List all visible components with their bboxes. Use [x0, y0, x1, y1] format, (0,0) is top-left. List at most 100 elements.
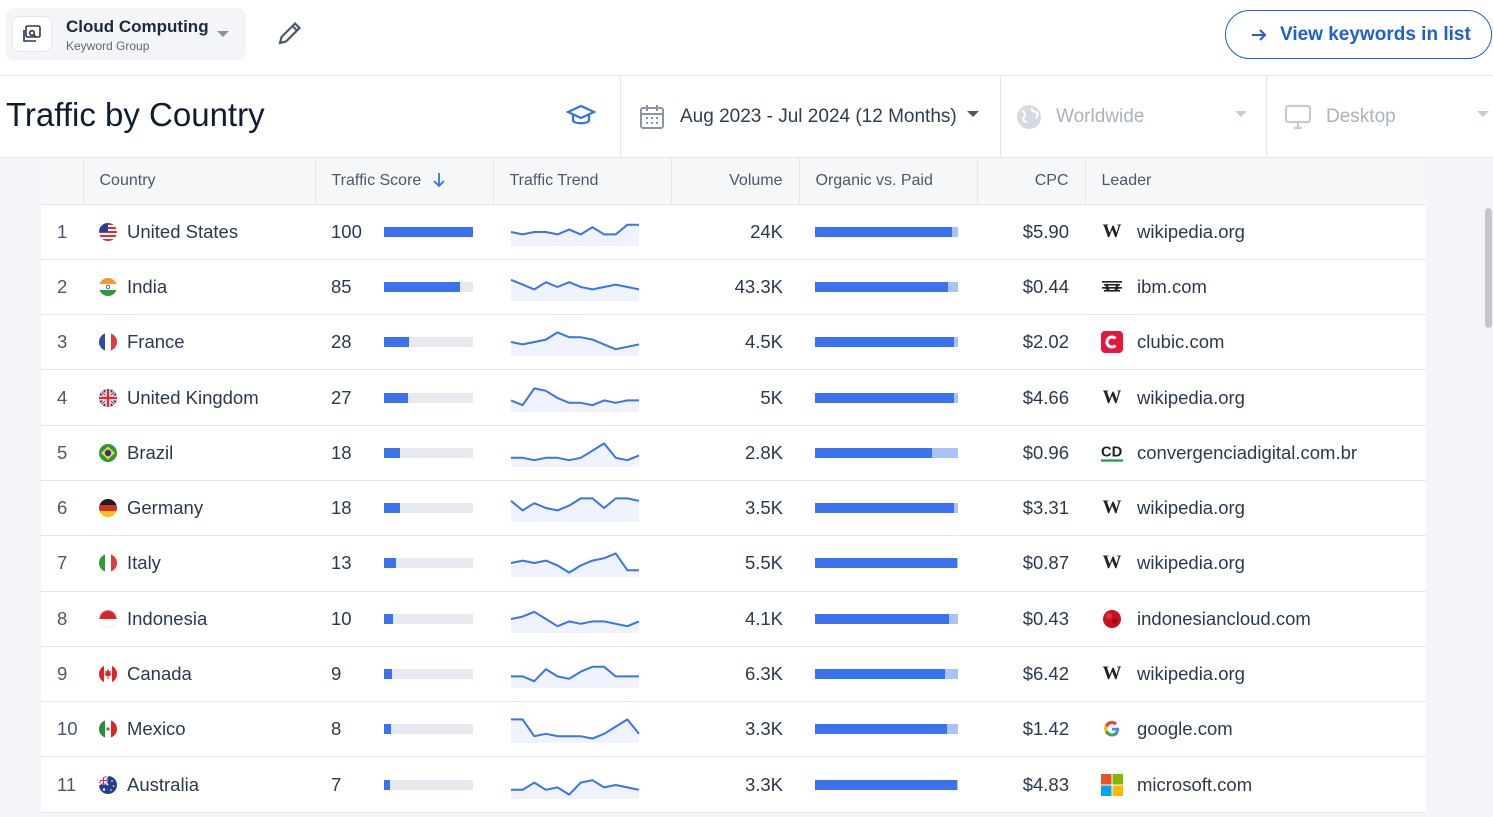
traffic-trend-sparkline	[493, 259, 671, 316]
graduation-cap-icon[interactable]	[566, 103, 596, 129]
leader-domain[interactable]: wikipedia.org	[1137, 386, 1245, 408]
rank-cell: 7	[41, 535, 83, 592]
column-header-rank	[41, 158, 84, 205]
google-icon	[1101, 718, 1123, 740]
view-keywords-button[interactable]: View keywords in list	[1225, 10, 1492, 59]
country-cell[interactable]: Germany	[83, 480, 315, 537]
traffic-score-cell: 100	[315, 204, 493, 260]
country-cell[interactable]: Brazil	[83, 425, 315, 481]
column-header-volume[interactable]: Volume	[671, 158, 800, 205]
cpc-cell: $4.66	[977, 369, 1085, 426]
leader-cell[interactable]: microsoft.com	[1085, 756, 1426, 813]
leader-cell[interactable]: clubic.com	[1085, 314, 1426, 371]
country-cell[interactable]: United Kingdom	[83, 369, 315, 426]
leader-cell[interactable]: google.com	[1085, 701, 1426, 758]
traffic-score-cell: 18	[315, 480, 493, 537]
leader-cell[interactable]: indonesiancloud.com	[1085, 591, 1426, 647]
table-row[interactable]: 8 Indonesia 10 4.1K $0.43 indonesiancloud.com	[41, 591, 1426, 647]
view-keywords-label: View keywords in list	[1280, 23, 1471, 45]
country-cell[interactable]: Indonesia	[83, 591, 315, 647]
volume-cell: 43.3K	[671, 259, 799, 316]
country-cell[interactable]: Italy	[83, 535, 315, 592]
table-row[interactable]: 11 Australia 7 3.3K $4.83 microsoft.com	[41, 756, 1426, 813]
device-selector[interactable]: Desktop	[1266, 76, 1493, 158]
traffic-score-bar	[384, 447, 473, 458]
arrow-right-icon	[1252, 28, 1267, 41]
edit-pencil-icon[interactable]	[275, 18, 305, 48]
traffic-score-value: 100	[331, 220, 362, 242]
leader-cell[interactable]: ibm.com	[1085, 259, 1426, 316]
flag-mx-icon	[99, 720, 117, 739]
column-header-cpc[interactable]: CPC	[977, 158, 1086, 205]
leader-domain[interactable]: wikipedia.org	[1137, 552, 1245, 574]
country-name: Indonesia	[127, 607, 208, 629]
clubic-icon	[1101, 331, 1123, 354]
table-row[interactable]: 5 Brazil 18 2.8K $0.96 CD convergenciadigital.…	[41, 425, 1426, 481]
geo-label: Worldwide	[1056, 106, 1145, 127]
flag-br-icon	[99, 443, 117, 462]
traffic-trend-sparkline	[493, 701, 671, 758]
table-row[interactable]: 3 France 28 4.5K $2.02 clubic.com	[41, 314, 1426, 371]
traffic-trend-sparkline	[493, 204, 671, 260]
volume-cell: 3.3K	[671, 756, 799, 813]
column-header-traffic-score[interactable]: Traffic Score	[315, 158, 494, 205]
organic-vs-paid-cell	[799, 480, 977, 537]
country-cell[interactable]: Australia	[83, 756, 315, 813]
traffic-score-cell: 18	[315, 425, 493, 481]
chevron-down-icon	[217, 31, 229, 37]
column-header-country[interactable]: Country	[83, 158, 316, 205]
country-cell[interactable]: United States	[83, 204, 315, 260]
table-row[interactable]: 10 Mexico 8 3.3K $1.42 google.com	[41, 701, 1426, 758]
flag-au-icon	[99, 775, 117, 794]
leader-domain[interactable]: clubic.com	[1137, 331, 1225, 353]
geo-selector[interactable]: Worldwide	[1000, 76, 1266, 158]
rank-cell: 4	[41, 369, 83, 426]
table-header-row: Country Traffic Score Traffic Trend Volu…	[41, 158, 1426, 205]
caret-down-icon	[1477, 111, 1489, 117]
country-cell[interactable]: France	[83, 314, 315, 371]
traffic-score-bar	[384, 392, 473, 403]
flag-id-icon	[99, 609, 117, 628]
country-name: Brazil	[127, 441, 174, 463]
leader-domain[interactable]: wikipedia.org	[1137, 497, 1245, 519]
country-cell[interactable]: India	[83, 259, 315, 316]
country-name: United Kingdom	[127, 386, 259, 408]
traffic-score-cell: 27	[315, 369, 493, 426]
leader-domain[interactable]: ibm.com	[1137, 275, 1207, 297]
organic-vs-paid-bar	[815, 281, 958, 292]
divider	[1000, 76, 1001, 158]
table-row[interactable]: 2 India 85 43.3K $0.44 ibm.com	[41, 259, 1426, 316]
leader-domain[interactable]: google.com	[1137, 718, 1233, 740]
date-range-selector[interactable]: Aug 2023 - Jul 2024 (12 Months)	[620, 76, 1000, 158]
traffic-score-bar	[384, 613, 473, 624]
keyword-group-selector[interactable]: Cloud Computing Keyword Group	[6, 8, 246, 60]
leader-domain[interactable]: wikipedia.org	[1137, 220, 1245, 242]
traffic-score-cell: 85	[315, 259, 493, 316]
rank-cell: 5	[41, 425, 83, 481]
country-cell[interactable]: Canada	[83, 646, 315, 703]
leader-domain[interactable]: convergenciadigital.com.br	[1137, 441, 1358, 463]
keyword-group-subtitle: Keyword Group	[66, 39, 150, 53]
traffic-score-cell: 9	[315, 646, 493, 703]
country-name: Italy	[127, 552, 161, 574]
vertical-scrollbar[interactable]	[1485, 208, 1492, 328]
traffic-score-bar	[384, 337, 473, 348]
leader-domain[interactable]: microsoft.com	[1137, 773, 1253, 795]
traffic-score-value: 85	[331, 275, 352, 297]
leader-cell[interactable]: CD convergenciadigital.com.br	[1085, 425, 1426, 481]
leader-domain[interactable]: wikipedia.org	[1137, 663, 1245, 685]
leader-domain[interactable]: indonesiancloud.com	[1137, 607, 1311, 629]
country-cell[interactable]: Mexico	[83, 701, 315, 758]
traffic-trend-sparkline	[493, 425, 671, 481]
cpc-cell: $0.96	[977, 425, 1085, 481]
